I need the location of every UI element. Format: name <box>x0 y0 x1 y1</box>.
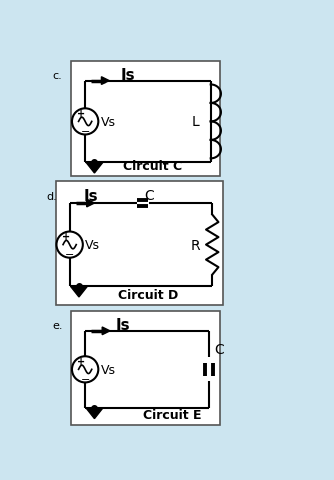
Polygon shape <box>70 287 88 297</box>
Text: Vs: Vs <box>101 363 116 376</box>
Text: d.: d. <box>46 192 57 201</box>
Text: Circuit E: Circuit E <box>143 408 201 421</box>
Bar <box>56 182 223 305</box>
Text: +: + <box>62 232 70 242</box>
Circle shape <box>72 357 98 383</box>
Polygon shape <box>86 163 103 174</box>
Text: e.: e. <box>52 320 63 330</box>
Bar <box>71 311 220 425</box>
Text: C: C <box>214 342 223 356</box>
Text: Vs: Vs <box>101 116 116 129</box>
Text: Is: Is <box>121 68 135 83</box>
Text: −: − <box>65 249 74 259</box>
Text: −: − <box>80 374 90 384</box>
Text: Is: Is <box>84 188 99 203</box>
Polygon shape <box>102 327 110 335</box>
Polygon shape <box>87 200 95 207</box>
Text: Circuit D: Circuit D <box>118 288 178 301</box>
Polygon shape <box>86 408 103 419</box>
Text: C: C <box>144 188 154 202</box>
Bar <box>71 61 220 177</box>
Text: R: R <box>190 238 200 252</box>
Text: +: + <box>77 109 85 119</box>
Circle shape <box>72 109 98 135</box>
Polygon shape <box>102 78 109 85</box>
Text: −: − <box>80 126 90 136</box>
Circle shape <box>56 232 83 258</box>
Text: Circuit C: Circuit C <box>124 160 183 173</box>
Text: +: + <box>77 357 85 366</box>
Text: Is: Is <box>116 317 131 332</box>
Text: c.: c. <box>52 71 62 81</box>
Text: Vs: Vs <box>85 239 100 252</box>
Text: L: L <box>192 115 200 129</box>
